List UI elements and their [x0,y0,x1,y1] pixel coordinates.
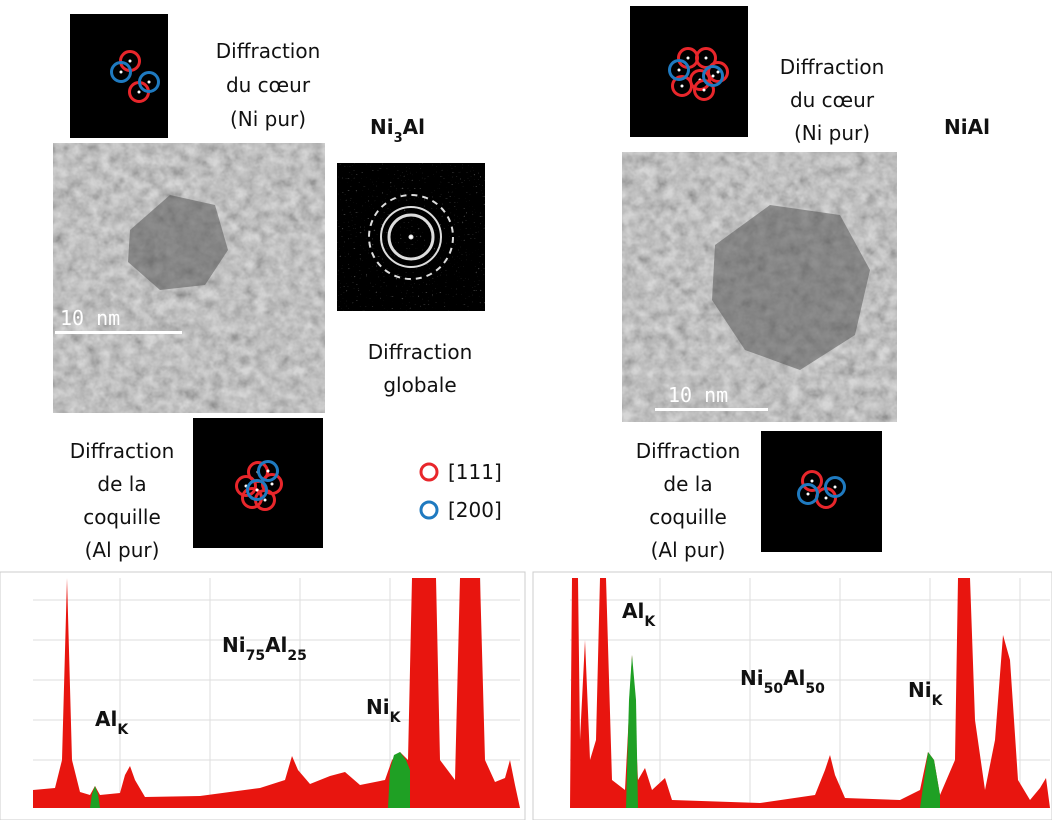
formula: AlK [95,707,129,738]
scale-bar [655,408,768,411]
text-part: Ni [222,633,246,657]
scale-label: 10 nm [60,306,120,330]
caption-line: Diffraction [368,340,473,364]
spectrum-left [0,571,526,820]
diffraction-spot [147,80,151,84]
diffraction-spot [677,68,681,72]
diffraction-spot [137,90,141,94]
caption-line: coquille [649,505,727,529]
legend-marker [419,500,439,520]
diffraction-ring [797,483,819,505]
diffraction-spot [810,479,814,483]
caption-line: Diffraction [70,439,175,463]
diffraction-ring [824,476,846,498]
diffraction-ring [668,59,690,81]
diffraction-ring [671,75,693,97]
diffraction-spot [711,74,715,78]
text-part: Al [265,633,287,657]
diffraction-spot [128,59,132,63]
legend-marker [419,462,439,482]
formula: AlK [622,599,656,630]
diffraction-ring [695,47,717,69]
subscript: K [390,710,402,726]
formula: NiAl [944,115,990,139]
caption-line: du cœur [790,88,875,112]
formula: Ni50Al50 [740,666,825,697]
formula: Ni3Al [370,115,425,146]
diffraction-ring [702,65,724,87]
diffraction-spot [266,469,270,473]
formula: NiK [908,678,944,709]
caption-line: Diffraction [636,439,741,463]
diffraction-rings [368,194,454,280]
diffraction-spot [833,485,837,489]
caption-line: (Ni pur) [794,121,870,145]
caption-line: globale [383,373,456,397]
diffraction-spot [702,88,706,92]
diffraction-spot [686,56,690,60]
subscript: 25 [287,648,306,664]
subscript: 75 [246,648,265,664]
subscript: K [644,614,656,630]
formula: Ni75Al25 [222,633,307,664]
scale-label: 10 nm [668,383,728,407]
diffraction-spot [119,70,123,74]
formula: NiK [366,695,402,726]
caption-line: coquille [83,505,161,529]
spectrum-right [532,571,1052,820]
scale-bar [55,331,182,334]
diffraction-image [761,431,882,552]
text-part: Al [403,115,425,139]
text-part: Ni [908,678,932,702]
diffraction-ring [138,71,160,93]
text-part: Al [783,666,805,690]
diffraction-image [70,14,168,138]
legend-label: [200] [448,498,502,522]
caption-line: Diffraction [780,55,885,79]
caption-line: de la [663,472,712,496]
text-part: Ni [366,695,390,719]
caption-line: Diffraction [216,39,321,63]
diffraction-spot [680,84,684,88]
particle [712,205,870,370]
subscript: K [932,693,944,709]
caption-line: du cœur [226,73,311,97]
text-part: Al [622,599,644,623]
text-part: Al [95,707,117,731]
text-part: Ni [370,115,394,139]
text-part: NiAl [944,115,990,139]
subscript: 50 [805,681,825,697]
text-part: Ni [740,666,764,690]
caption-line: (Al pur) [651,538,726,562]
diffraction-ring [257,460,279,482]
diffraction-ring [246,479,268,501]
diffraction-spot [263,498,267,502]
legend-label: [111] [448,460,502,484]
diffraction-spot [806,492,810,496]
caption-line: (Al pur) [85,538,160,562]
diffraction-ring [110,61,132,83]
diffraction-spot [824,496,828,500]
diffraction-ring [801,470,823,492]
diffraction-spot [270,482,274,486]
diffraction-ring [707,61,729,83]
subscript: K [117,722,129,738]
caption-line: (Ni pur) [230,107,306,131]
diffraction-spot [716,70,720,74]
subscript: 50 [764,681,784,697]
diffraction-spot [255,488,259,492]
particle [128,195,228,290]
diffraction-ring [235,475,257,497]
diffraction-spot [704,56,708,60]
subscript: 3 [394,131,403,146]
caption-line: de la [97,472,146,496]
